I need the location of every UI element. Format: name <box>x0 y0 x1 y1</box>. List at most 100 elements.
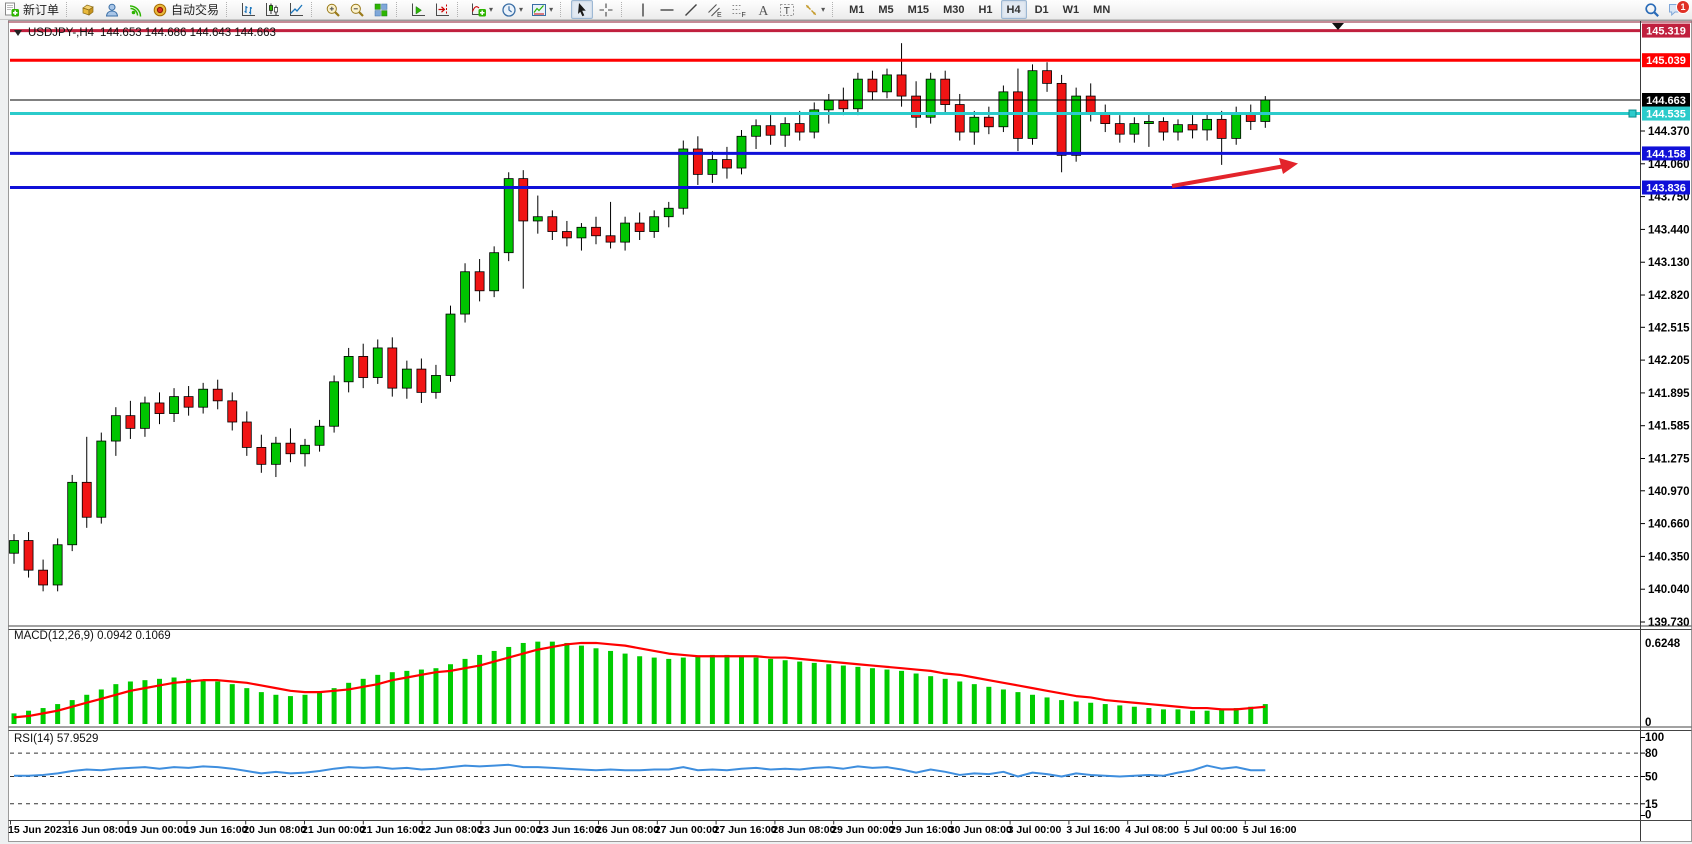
horizontal-line-button[interactable] <box>656 0 678 19</box>
toolbar-separator <box>311 2 318 17</box>
rsi-indicator-name: RSI(14) <box>14 733 54 745</box>
time-tick-label: 27 Jun 00:00 <box>655 824 718 836</box>
tile-windows-button[interactable] <box>370 0 392 19</box>
vertical-line-button[interactable] <box>632 0 654 19</box>
level-price-label: 144.535 <box>1646 109 1686 121</box>
rsi-tick-label: 0 <box>1645 810 1651 822</box>
timeframe-m15-button[interactable]: M15 <box>907 3 930 16</box>
cube-icon <box>82 4 94 16</box>
indicators-icon <box>472 3 487 16</box>
chart-shift-button[interactable] <box>431 0 453 19</box>
price-tick-label: 139.730 <box>1648 617 1690 629</box>
price-tick-label: 141.895 <box>1648 388 1690 400</box>
price-tick-label: 142.820 <box>1648 290 1690 302</box>
timeframe-h1-button[interactable]: H1 <box>978 3 993 16</box>
channel-button[interactable]: E <box>704 0 726 19</box>
time-tick-label: 26 Jun 08:00 <box>596 824 659 836</box>
indicators-button[interactable]: ▾ <box>468 0 496 19</box>
macd-histogram <box>11 641 1268 724</box>
time-tick-label: 27 Jun 16:00 <box>714 824 777 836</box>
toolbar-separator <box>396 2 403 17</box>
toolbar-separator <box>66 2 73 17</box>
timeframe-m1-button[interactable]: M1 <box>849 3 865 16</box>
auto-scroll-button[interactable] <box>407 0 429 19</box>
timeframe-m5-button[interactable]: M5 <box>878 3 894 16</box>
macd-scale-min: 0 <box>1645 717 1651 729</box>
line-chart-button[interactable] <box>285 0 307 19</box>
bar-chart-icon <box>242 2 256 16</box>
new-order-button[interactable]: 新订单 <box>1 0 62 19</box>
price-tick-label: 141.585 <box>1648 421 1690 433</box>
timeframe-w1-button[interactable]: W1 <box>1062 3 1080 16</box>
time-tick-label: 28 Jun 08:00 <box>772 824 835 836</box>
time-tick-label: 19 Jun 00:00 <box>126 824 189 836</box>
fibonacci-button[interactable]: F <box>728 0 750 19</box>
time-tick-label: 5 Jul 16:00 <box>1243 824 1297 836</box>
macd-scale-max: 0.6248 <box>1645 638 1681 650</box>
time-tick-label: 15 Jun 2023 <box>8 824 68 836</box>
search-button[interactable] <box>1641 0 1663 19</box>
chart-menu-icon[interactable] <box>14 30 22 36</box>
crosshair-button[interactable] <box>595 0 617 19</box>
trendline-button[interactable] <box>680 0 702 19</box>
arrow-annotation[interactable] <box>1171 164 1286 188</box>
svg-text:T: T <box>784 6 790 17</box>
zoom-in-button[interactable] <box>322 0 344 19</box>
templates-button[interactable]: ▾ <box>528 0 556 19</box>
candlesticks <box>9 43 1271 592</box>
timeframe-h4-button[interactable]: H4 <box>1000 0 1027 19</box>
rsi-tick-label: 80 <box>1645 748 1658 760</box>
price-tick-label: 144.370 <box>1648 126 1690 138</box>
notifications-button[interactable]: 1 <box>1665 0 1690 19</box>
zoom-out-button[interactable] <box>346 0 368 19</box>
timeframe-m30-button[interactable]: M30 <box>943 3 965 16</box>
svg-text:A: A <box>759 3 769 18</box>
new-order-icon <box>5 2 19 16</box>
price-tick-label: 142.205 <box>1648 355 1690 367</box>
periods-button[interactable]: ▾ <box>498 0 526 19</box>
time-tick-label: 23 Jun 00:00 <box>478 824 541 836</box>
rsi-panel-label: RSI(14) 57.9529 <box>14 733 98 745</box>
templates-icon <box>532 3 547 16</box>
toolbar-separator <box>621 2 628 17</box>
timeframe-d1-button[interactable]: D1 <box>1034 3 1049 16</box>
price-tick-label: 143.440 <box>1648 224 1690 236</box>
vertical-line-icon <box>642 3 644 16</box>
macd-signal-line <box>13 641 1266 719</box>
rsi-tick-label: 50 <box>1645 772 1658 784</box>
price-tick-label: 142.515 <box>1648 322 1690 334</box>
price-tick-label: 140.970 <box>1648 486 1690 498</box>
time-tick-label: 22 Jun 08:00 <box>420 824 483 836</box>
price-axis <box>1640 130 1645 623</box>
macd-indicator-values: 0.0942 0.1069 <box>97 630 171 642</box>
candlestick-button[interactable] <box>261 0 283 19</box>
rsi-indicator-value: 57.9529 <box>56 733 99 745</box>
zoom-out-icon <box>350 3 364 17</box>
text-label-button[interactable]: T <box>776 0 798 19</box>
autotrading-button[interactable]: 自动交易 <box>149 0 222 19</box>
macd-panel-label: MACD(12,26,9) 0.0942 0.1069 <box>14 630 171 642</box>
timeframe-mn-button[interactable]: MN <box>1093 3 1111 16</box>
periods-icon <box>502 2 516 17</box>
notification-badge: 1 <box>1676 0 1690 14</box>
bar-chart-button[interactable] <box>237 0 259 19</box>
price-tick-label: 144.060 <box>1648 159 1690 171</box>
cursor-button[interactable] <box>571 0 594 19</box>
line-chart-icon <box>290 2 304 16</box>
time-tick-label: 29 Jun 00:00 <box>831 824 894 836</box>
text-button[interactable]: A <box>752 0 774 19</box>
level-lines <box>10 23 1690 195</box>
chart-title-bar: USDJPY-,H4 144.653 144.686 144.643 144.6… <box>14 27 276 39</box>
toolbar: 新订单 自动交易 ▾ ▾ ▾ E F A T ▾ M1 M5 M15 M30 H1 H4 D1 W1 MN <box>0 0 1692 20</box>
community-button[interactable] <box>101 0 123 19</box>
time-tick-label: 3 Jul 16:00 <box>1066 824 1120 836</box>
market-button[interactable] <box>77 0 99 19</box>
arrows-button[interactable]: ▾ <box>800 0 828 19</box>
signals-button[interactable] <box>125 0 147 19</box>
text-icon: A <box>759 3 769 18</box>
tile-windows-icon <box>374 3 388 16</box>
crosshair-icon <box>599 3 613 16</box>
chart-shift-marker[interactable] <box>1332 23 1344 30</box>
time-tick-label: 29 Jun 16:00 <box>890 824 953 836</box>
